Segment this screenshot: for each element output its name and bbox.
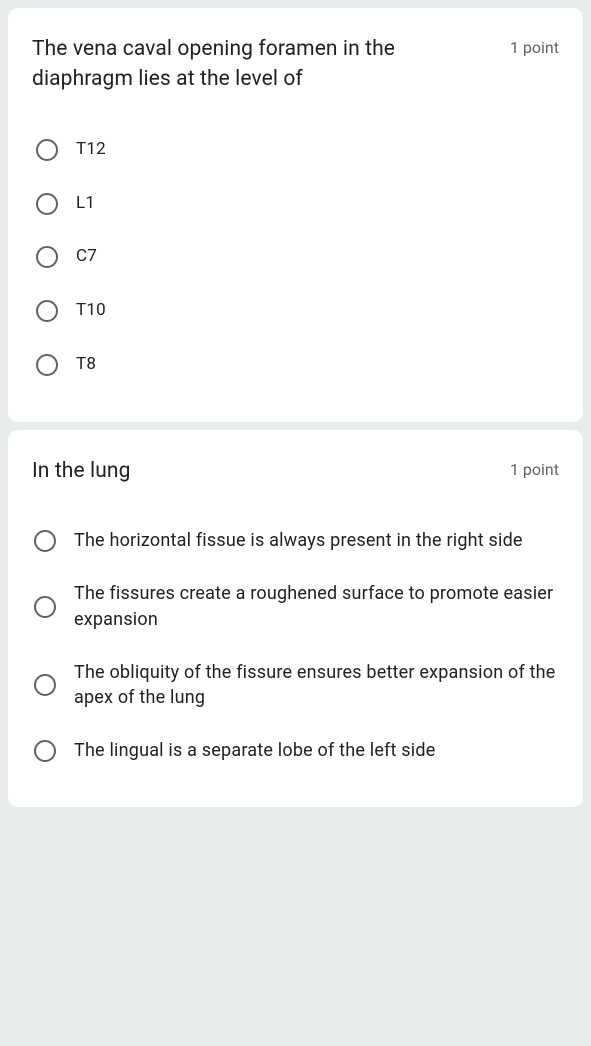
option-label: The obliquity of the fissure ensures bet… (74, 660, 557, 710)
radio-icon[interactable] (34, 530, 56, 552)
option-row[interactable]: The lingual is a separate lobe of the le… (32, 724, 559, 777)
option-row[interactable]: L1 (32, 177, 559, 231)
radio-icon[interactable] (36, 300, 58, 322)
question-card-2: In the lung 1 point The horizontal fissu… (8, 430, 583, 808)
option-row[interactable]: T8 (32, 338, 559, 392)
option-row[interactable]: The fissures create a roughened surface … (32, 567, 559, 645)
option-label: T8 (76, 353, 96, 377)
radio-icon[interactable] (36, 246, 58, 268)
option-row[interactable]: C7 (32, 230, 559, 284)
option-label: The lingual is a separate lobe of the le… (74, 738, 435, 763)
question-text: In the lung (32, 456, 490, 486)
question-card-1: The vena caval opening foramen in the di… (8, 8, 583, 422)
radio-icon[interactable] (34, 740, 56, 762)
question-header: In the lung 1 point (32, 456, 559, 486)
option-label: The horizontal fissue is always present … (74, 528, 523, 553)
radio-icon[interactable] (34, 674, 56, 696)
option-row[interactable]: T10 (32, 284, 559, 338)
option-label: C7 (76, 245, 97, 269)
option-label: L1 (76, 192, 95, 216)
question-points: 1 point (510, 460, 559, 479)
question-text: The vena caval opening foramen in the di… (32, 34, 490, 95)
radio-icon[interactable] (36, 354, 58, 376)
radio-icon[interactable] (36, 193, 58, 215)
option-row[interactable]: The horizontal fissue is always present … (32, 514, 559, 567)
radio-icon[interactable] (34, 596, 56, 618)
radio-icon[interactable] (36, 139, 58, 161)
option-row[interactable]: T12 (32, 123, 559, 177)
option-label: T10 (76, 299, 106, 323)
option-label: The fissures create a roughened surface … (74, 581, 557, 631)
question-header: The vena caval opening foramen in the di… (32, 34, 559, 95)
question-points: 1 point (510, 38, 559, 57)
option-label: T12 (76, 138, 106, 162)
option-row[interactable]: The obliquity of the fissure ensures bet… (32, 646, 559, 724)
